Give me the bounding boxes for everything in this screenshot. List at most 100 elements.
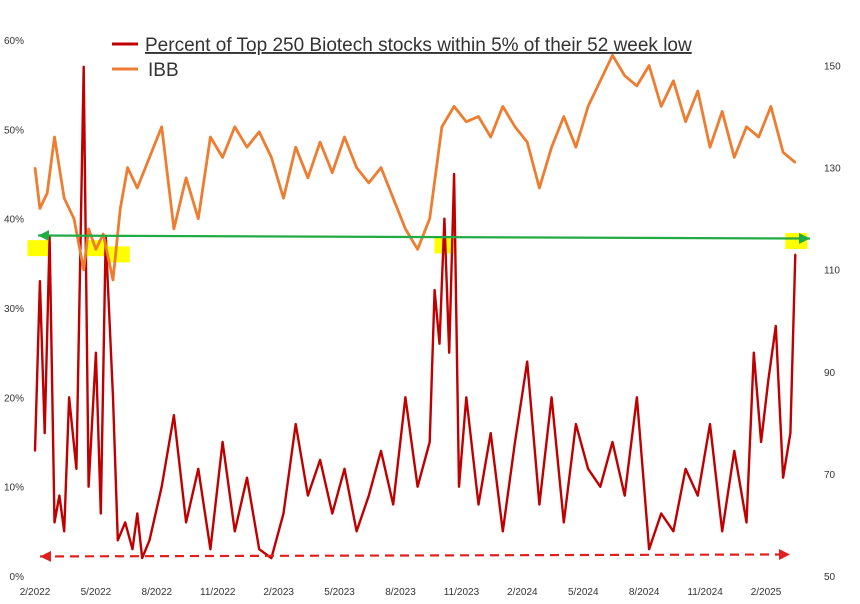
data-point-percent	[343, 467, 346, 470]
data-point-ibb	[769, 105, 772, 108]
x-tick-label: 5/2024	[568, 587, 599, 598]
data-point-percent	[404, 396, 407, 399]
data-point-ibb	[355, 166, 358, 169]
data-point-percent	[438, 342, 441, 345]
data-point-percent	[75, 467, 78, 470]
data-point-ibb	[197, 217, 200, 220]
data-point-ibb	[126, 166, 129, 169]
data-point-percent	[550, 396, 553, 399]
data-point-ibb	[367, 182, 370, 184]
data-point-percent	[209, 548, 212, 551]
data-point-ibb	[95, 248, 97, 251]
data-point-ibb	[465, 120, 468, 123]
data-point-percent	[489, 432, 492, 434]
data-point-percent	[307, 494, 309, 497]
data-point-percent	[416, 485, 419, 488]
data-point-ibb	[757, 136, 760, 138]
data-point-percent	[721, 530, 724, 533]
data-point-percent	[185, 521, 187, 524]
data-point-percent	[367, 494, 370, 497]
x-tick-label: 5/2023	[324, 587, 355, 598]
data-point-percent	[794, 253, 797, 256]
legend-label-ibb: IBB	[148, 60, 179, 81]
left-tick-label: 0%	[10, 572, 25, 583]
left-tick-label: 30%	[4, 304, 24, 315]
data-point-percent	[221, 441, 224, 443]
data-point-percent	[635, 396, 638, 399]
data-point-percent	[331, 512, 334, 515]
data-point-percent	[68, 396, 71, 399]
data-point-ibb	[307, 176, 309, 179]
reference-line-red	[39, 548, 791, 562]
data-point-ibb	[102, 233, 105, 235]
data-point-ibb	[343, 136, 346, 138]
data-point-percent	[141, 557, 144, 560]
data-point-percent	[34, 450, 36, 452]
data-point-ibb	[185, 176, 187, 179]
plot-area	[27, 53, 811, 562]
data-point-ibb	[794, 161, 797, 164]
data-point-percent	[38, 280, 41, 283]
data-point-percent	[319, 458, 321, 461]
data-point-percent	[733, 450, 736, 452]
data-point-percent	[95, 351, 97, 354]
data-point-percent	[443, 217, 446, 220]
data-point-ibb	[112, 279, 114, 281]
data-point-percent	[623, 494, 626, 497]
data-point-ibb	[82, 268, 85, 271]
data-point-percent	[477, 503, 480, 506]
data-point-percent	[355, 530, 358, 533]
data-point-percent	[258, 548, 261, 551]
data-point-ibb	[782, 151, 784, 154]
data-point-ibb	[392, 197, 395, 200]
x-tick-label: 8/2024	[629, 587, 660, 598]
left-tick-label: 40%	[4, 215, 24, 226]
data-point-ibb	[733, 156, 736, 159]
data-point-percent	[453, 173, 456, 175]
data-point-percent	[599, 485, 602, 488]
data-point-ibb	[696, 90, 699, 92]
x-tick-label: 11/2023	[444, 587, 480, 598]
data-point-percent	[514, 441, 516, 443]
data-point-ibb	[709, 146, 711, 149]
x-tick-label: 11/2024	[687, 587, 723, 598]
data-point-ibb	[745, 125, 748, 128]
data-point-ibb	[246, 146, 248, 149]
data-point-ibb	[73, 217, 75, 220]
data-point-ibb	[172, 227, 175, 230]
x-tick-label: 8/2022	[142, 587, 173, 598]
data-point-ibb	[331, 171, 334, 174]
data-point-ibb	[575, 146, 577, 149]
data-point-percent	[767, 378, 770, 381]
data-point-ibb	[611, 54, 614, 57]
data-point-percent	[294, 423, 297, 426]
data-point-ibb	[562, 115, 565, 118]
data-point-percent	[53, 521, 56, 524]
data-point-percent	[116, 539, 119, 542]
data-point-percent	[672, 530, 675, 533]
data-point-percent	[587, 467, 590, 470]
data-point-percent	[684, 467, 687, 470]
data-point-percent	[660, 512, 663, 515]
data-point-ibb	[319, 141, 321, 143]
data-point-percent	[160, 485, 163, 488]
x-tick-label: 2/2024	[507, 587, 538, 598]
left-axis-ticks: 0% 10% 20% 30% 40% 50% 60%	[4, 36, 24, 583]
data-point-percent	[136, 512, 139, 515]
data-point-ibb	[416, 248, 419, 251]
data-point-ibb	[119, 207, 122, 210]
data-point-percent	[752, 351, 755, 354]
data-point-ibb	[623, 74, 626, 77]
data-point-ibb	[538, 187, 541, 189]
data-point-ibb	[258, 130, 261, 133]
data-point-percent	[745, 521, 748, 524]
data-point-percent	[709, 423, 711, 426]
data-point-ibb	[526, 141, 529, 143]
highlight-box	[785, 233, 808, 249]
right-tick-label: 50	[824, 572, 836, 583]
x-tick-label: 5/2022	[81, 587, 112, 598]
data-point-ibb	[599, 79, 602, 82]
data-point-percent	[124, 521, 127, 524]
data-point-percent	[380, 450, 382, 452]
data-point-ibb	[501, 105, 504, 108]
